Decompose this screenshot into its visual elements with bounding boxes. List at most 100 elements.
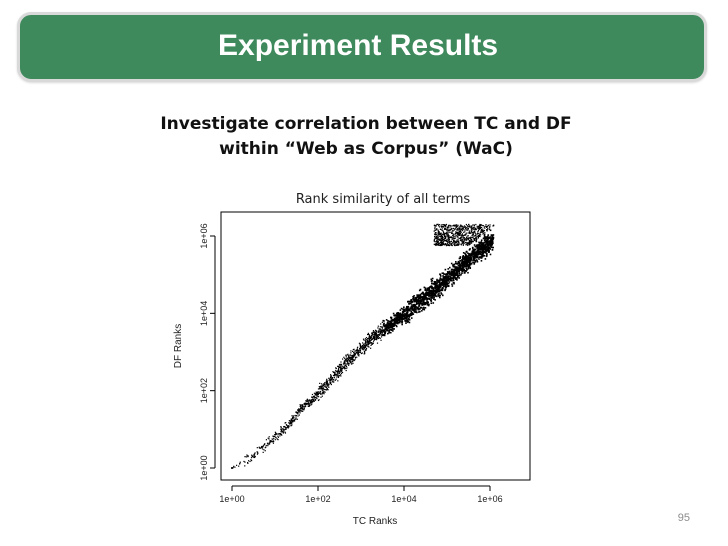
data-point-3256: [462, 243, 464, 245]
data-point-2618: [460, 244, 462, 246]
data-point-1360: [356, 356, 358, 358]
data-point-1442: [472, 249, 474, 251]
data-point-748: [391, 326, 393, 328]
data-point-2914: [434, 244, 436, 246]
data-point-1938: [390, 317, 393, 320]
data-point-1923: [487, 248, 490, 251]
data-point-3257: [466, 227, 468, 229]
data-point-849: [274, 439, 276, 441]
data-point-2941: [483, 229, 485, 232]
data-point-2333: [389, 322, 392, 324]
data-point-3314: [492, 236, 495, 239]
data-point-1564: [472, 250, 474, 252]
data-point-2995: [444, 233, 447, 235]
data-point-3125: [451, 238, 453, 240]
data-point-2911: [470, 238, 473, 240]
data-point-3168: [448, 235, 450, 238]
data-point-1698: [356, 351, 359, 353]
data-point-1050: [482, 247, 484, 249]
data-point-3022: [444, 240, 447, 242]
data-point-2447: [423, 308, 426, 311]
data-point-1801: [399, 320, 401, 322]
data-point-2036: [391, 324, 394, 327]
data-point-3285: [484, 227, 486, 229]
data-point-3128: [461, 227, 464, 230]
data-point-1632: [474, 255, 477, 258]
data-point-162: [363, 343, 365, 345]
data-point-1779: [435, 288, 438, 291]
data-point-1850: [464, 272, 466, 274]
data-point-3004: [453, 227, 455, 230]
data-point-3069: [441, 235, 444, 237]
data-point-878: [441, 281, 444, 283]
data-point-2518: [400, 307, 403, 310]
data-point-1684: [336, 370, 339, 372]
data-point-366: [319, 382, 321, 384]
data-point-2008: [456, 273, 459, 276]
data-point-2937: [465, 227, 467, 229]
data-point-2366: [337, 365, 340, 368]
data-point-3047: [474, 228, 476, 230]
data-point-1724: [323, 393, 325, 395]
data-point-491: [362, 344, 364, 346]
data-point-1490: [461, 256, 464, 258]
data-point-2565: [363, 350, 366, 353]
data-point-2278: [283, 430, 285, 432]
data-point-2368: [322, 388, 325, 390]
data-point-2360: [410, 313, 413, 316]
data-point-2244: [253, 454, 255, 456]
data-point-2104: [427, 288, 429, 291]
data-point-2477: [434, 284, 437, 287]
data-point-2975: [454, 233, 457, 235]
data-point-1381: [454, 274, 457, 277]
data-point-1919: [417, 300, 420, 303]
data-point-3298: [231, 467, 233, 469]
data-point-918: [366, 341, 369, 343]
data-point-3092: [448, 244, 451, 246]
data-point-3211: [435, 241, 437, 243]
data-point-2254: [345, 358, 347, 360]
data-point-1823: [323, 391, 325, 393]
data-point-414: [345, 354, 347, 356]
data-point-2860: [439, 228, 442, 230]
data-point-2340: [466, 269, 468, 271]
data-point-974: [245, 456, 247, 458]
data-point-2963: [488, 228, 491, 230]
data-point-3288: [457, 244, 459, 246]
data-point-2583: [326, 388, 328, 390]
data-point-332: [317, 399, 320, 402]
data-point-2487: [423, 298, 425, 301]
data-point-833: [408, 314, 411, 316]
data-point-2313: [447, 271, 449, 274]
data-point-3181: [482, 231, 484, 233]
data-point-2659: [435, 232, 437, 234]
data-point-2041: [438, 284, 440, 286]
data-point-980: [377, 330, 379, 332]
data-point-2127: [403, 306, 405, 309]
data-point-1686: [292, 415, 295, 417]
data-point-270: [401, 323, 403, 326]
data-point-1926: [303, 406, 305, 408]
data-point-2106: [311, 396, 313, 399]
data-point-2191: [432, 302, 435, 304]
data-point-2334: [344, 368, 346, 370]
data-point-2522: [445, 277, 448, 279]
data-point-154: [268, 443, 270, 445]
data-point-2331: [344, 362, 346, 364]
data-point-1282: [458, 270, 461, 273]
data-point-2356: [345, 365, 348, 367]
data-point-1115: [352, 355, 354, 357]
data-point-1774: [319, 392, 321, 394]
data-point-198: [387, 332, 389, 335]
data-point-938: [444, 275, 447, 277]
data-point-2545: [421, 291, 424, 294]
data-point-1755: [383, 322, 385, 325]
data-point-2271: [389, 323, 392, 326]
data-point-1947: [487, 234, 490, 236]
data-point-2211: [411, 308, 413, 311]
data-point-2913: [448, 240, 450, 242]
data-point-2057: [326, 379, 328, 382]
data-point-2384: [314, 396, 316, 398]
data-point-789: [451, 279, 453, 282]
data-point-963: [393, 322, 396, 324]
